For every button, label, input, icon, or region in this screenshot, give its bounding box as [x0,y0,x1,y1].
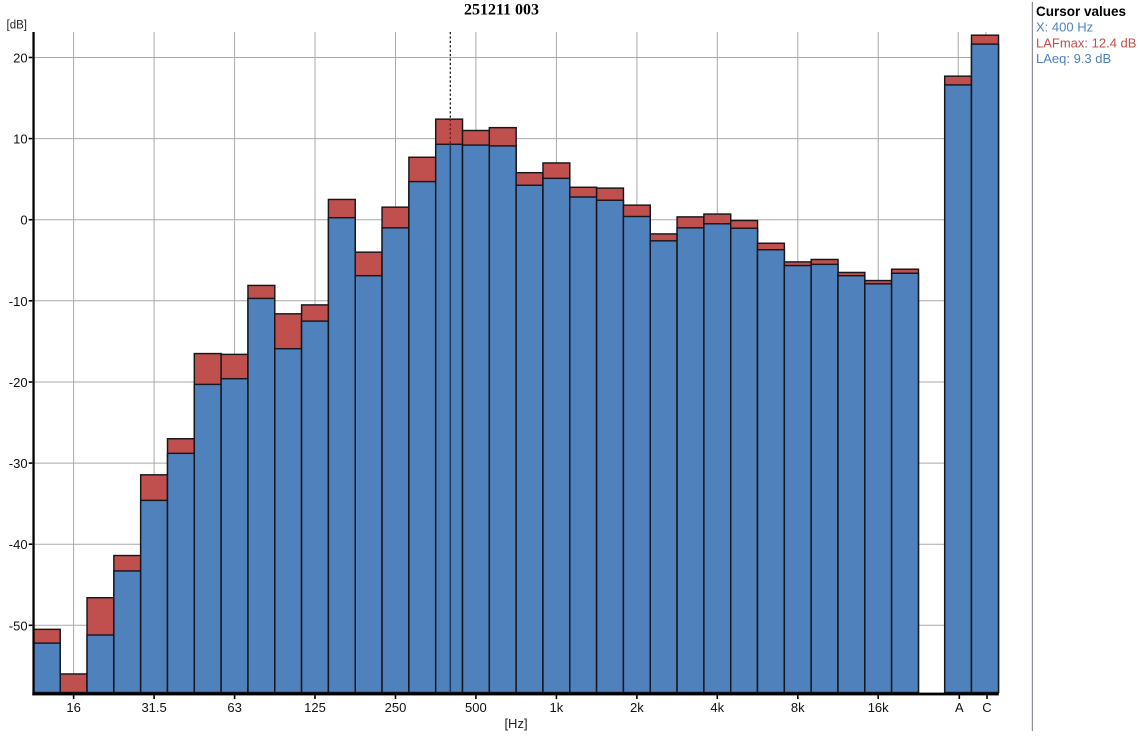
svg-text:LAFmax: 12.4 dB: LAFmax: 12.4 dB [1036,36,1136,51]
svg-text:0: 0 [20,213,27,228]
svg-text:251211 003: 251211 003 [464,2,539,19]
svg-text:500: 500 [465,700,487,715]
svg-text:-40: -40 [9,537,28,552]
svg-text:16k: 16k [868,700,889,715]
svg-text:4k: 4k [710,700,724,715]
svg-text:C: C [982,700,991,715]
svg-text:2k: 2k [630,700,644,715]
svg-text:-20: -20 [9,375,28,390]
svg-text:-30: -30 [9,456,28,471]
svg-text:X: 400 Hz: X: 400 Hz [1036,20,1093,35]
svg-text:16: 16 [66,700,80,715]
svg-text:[Hz]: [Hz] [504,716,527,731]
svg-text:10: 10 [13,132,27,147]
svg-text:250: 250 [385,700,407,715]
svg-text:[dB]: [dB] [7,20,27,32]
svg-text:Cursor values: Cursor values [1036,4,1126,19]
svg-text:125: 125 [304,700,326,715]
svg-text:-50: -50 [9,618,28,633]
svg-text:63: 63 [227,700,241,715]
svg-text:8k: 8k [791,700,805,715]
svg-text:31.5: 31.5 [141,700,166,715]
svg-text:LAeq: 9.3 dB: LAeq: 9.3 dB [1036,51,1111,66]
svg-text:-10: -10 [9,294,28,309]
svg-text:20: 20 [13,51,27,66]
svg-text:A: A [955,700,964,715]
svg-text:1k: 1k [550,700,564,715]
